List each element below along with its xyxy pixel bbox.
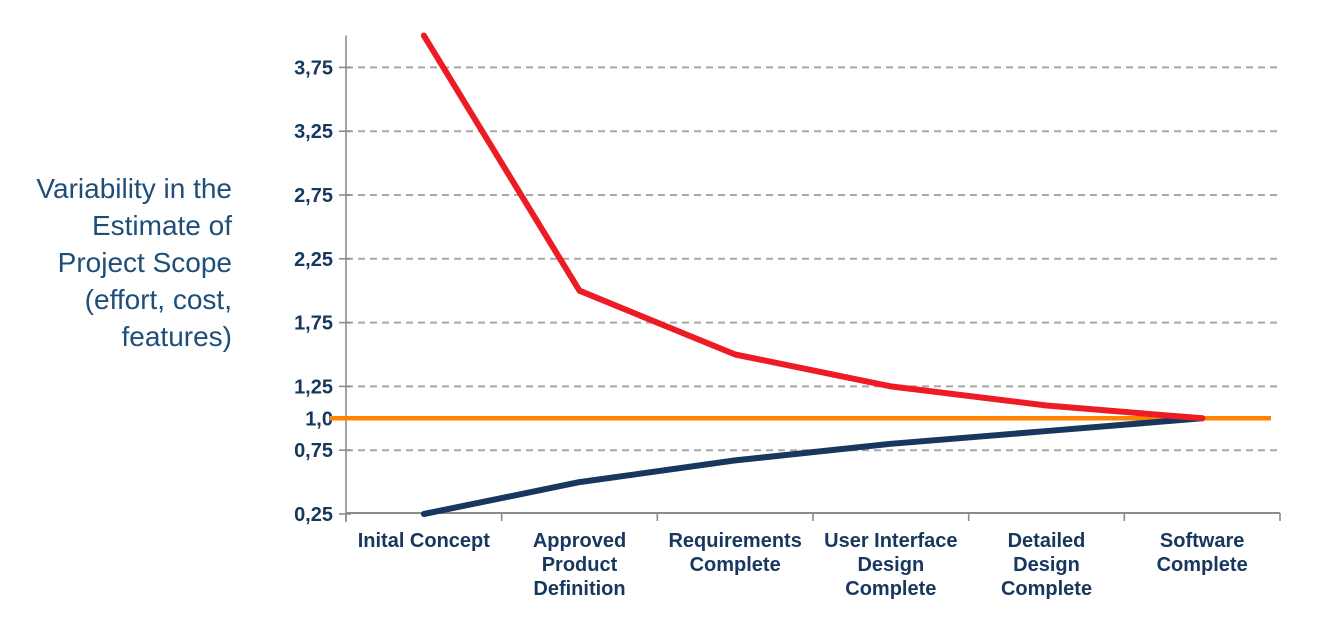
y-tick-label: 2,25 — [294, 249, 333, 271]
x-category-label-line: Software — [1160, 530, 1244, 552]
x-category-label-line: Detailed — [1008, 530, 1086, 552]
y-tick-label: 0,25 — [294, 504, 333, 526]
x-category-label: Software Complete — [1157, 530, 1248, 576]
y-tick-label: 0,75 — [294, 440, 333, 462]
x-category-label-line: Design — [1013, 554, 1080, 576]
x-category-label-line: User Interface — [824, 530, 957, 552]
x-category-label-line: Complete — [1001, 578, 1092, 600]
y-tick-label: 1,0 — [305, 408, 333, 430]
x-category-label: Requirements Complete — [668, 530, 801, 576]
x-category-label-line: Product — [542, 554, 618, 576]
x-category-label: Detailed Design Complete — [1001, 530, 1092, 600]
x-category-label: Inital Concept — [358, 530, 491, 552]
side-label-line: Estimate of — [91, 210, 232, 241]
x-category-label-line: Requirements — [668, 530, 801, 552]
x-category-label-line: Definition — [533, 578, 625, 600]
side-label-line: features) — [121, 321, 233, 352]
series-line-lower-bound — [420, 415, 1206, 517]
y-tick-label: 2,75 — [294, 185, 333, 207]
y-tick-label: 1,75 — [294, 313, 333, 335]
y-axis-side-label: Variability in the Estimate of Project S… — [0, 170, 232, 355]
series-line-upper-bound — [420, 32, 1206, 422]
side-label-line: Project Scope — [57, 247, 232, 278]
x-category-label-line: Inital Concept — [358, 530, 491, 552]
x-category-label-line: Complete — [845, 578, 936, 600]
y-tick-label: 3,25 — [294, 121, 333, 143]
y-tick-label: 3,75 — [294, 57, 333, 79]
x-category-label-line: Complete — [690, 554, 781, 576]
side-label-line: (effort, cost, — [84, 284, 232, 315]
x-category-label-line: Approved — [533, 530, 626, 552]
x-category-label-line: Complete — [1157, 554, 1248, 576]
x-category-label: User Interface Design Complete — [824, 530, 957, 600]
x-category-label: Approved Product Definition — [533, 530, 626, 600]
side-label-line: Variability in the — [36, 173, 232, 204]
x-category-label-line: Design — [857, 554, 924, 576]
y-tick-label: 1,25 — [294, 376, 333, 398]
